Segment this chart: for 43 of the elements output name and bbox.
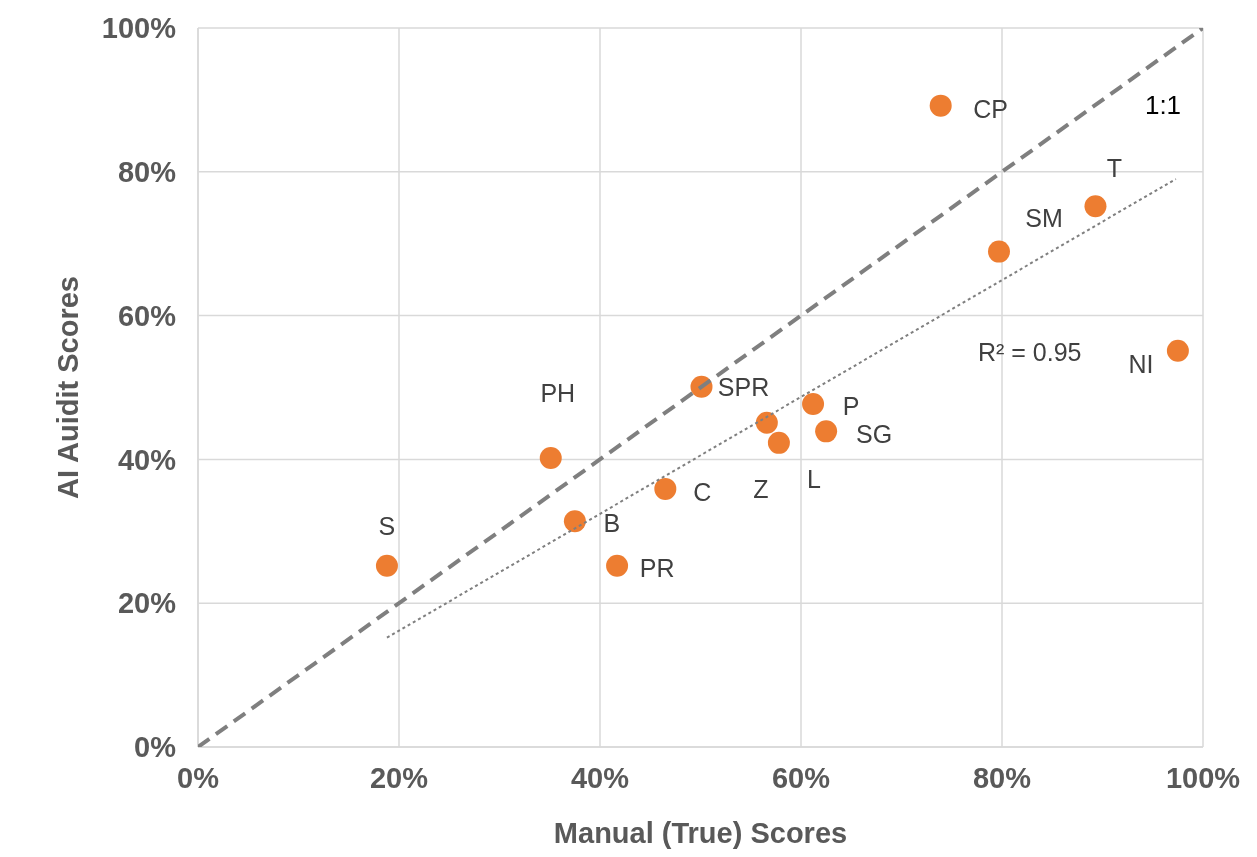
y-tick-label: 20% bbox=[117, 587, 177, 620]
annotation: B bbox=[603, 509, 621, 538]
annotation: T bbox=[1106, 154, 1123, 183]
point bbox=[987, 240, 1010, 263]
point bbox=[815, 420, 838, 443]
y-tick-label: 80% bbox=[117, 156, 177, 189]
point bbox=[755, 411, 778, 434]
annotation: P bbox=[842, 392, 860, 421]
annotation: PH bbox=[540, 378, 576, 407]
point bbox=[1084, 195, 1107, 218]
annotation: R² = 0.95 bbox=[978, 338, 1082, 367]
point bbox=[929, 94, 952, 117]
x-tick-label: 40% bbox=[570, 761, 630, 794]
x-tick-label: 80% bbox=[972, 761, 1032, 794]
x-tick-label: 20% bbox=[369, 761, 429, 794]
annotation: S bbox=[378, 511, 396, 540]
annotation: L bbox=[806, 464, 821, 493]
y-tick-label: 100% bbox=[101, 12, 177, 45]
annotation: CP bbox=[973, 94, 1009, 123]
x-axis-title: Manual (True) Scores bbox=[553, 817, 848, 849]
y-tick-label: 60% bbox=[117, 299, 177, 332]
y-axis-title: AI Auidit Scores bbox=[52, 276, 85, 499]
point bbox=[539, 446, 562, 469]
x-tick-label: 100% bbox=[1165, 761, 1241, 794]
point bbox=[563, 510, 586, 533]
annotation: SG bbox=[856, 420, 893, 449]
annotation: SPR bbox=[717, 372, 770, 401]
annotation: SM bbox=[1025, 203, 1063, 232]
point bbox=[767, 431, 790, 454]
x-tick-label: 0% bbox=[177, 761, 220, 794]
point bbox=[375, 554, 398, 577]
point bbox=[654, 477, 677, 500]
annotation: NI bbox=[1128, 349, 1154, 378]
y-tick-label: 40% bbox=[117, 443, 177, 476]
point bbox=[802, 393, 825, 416]
annotation: Z bbox=[753, 474, 769, 503]
y-tick-label: 0% bbox=[134, 731, 177, 764]
point bbox=[1166, 339, 1189, 362]
series-label: 1:1 bbox=[1144, 90, 1182, 120]
point bbox=[606, 554, 629, 577]
annotation: PR bbox=[639, 553, 675, 582]
x-tick-label: 60% bbox=[771, 761, 831, 794]
annotation: C bbox=[693, 477, 712, 506]
